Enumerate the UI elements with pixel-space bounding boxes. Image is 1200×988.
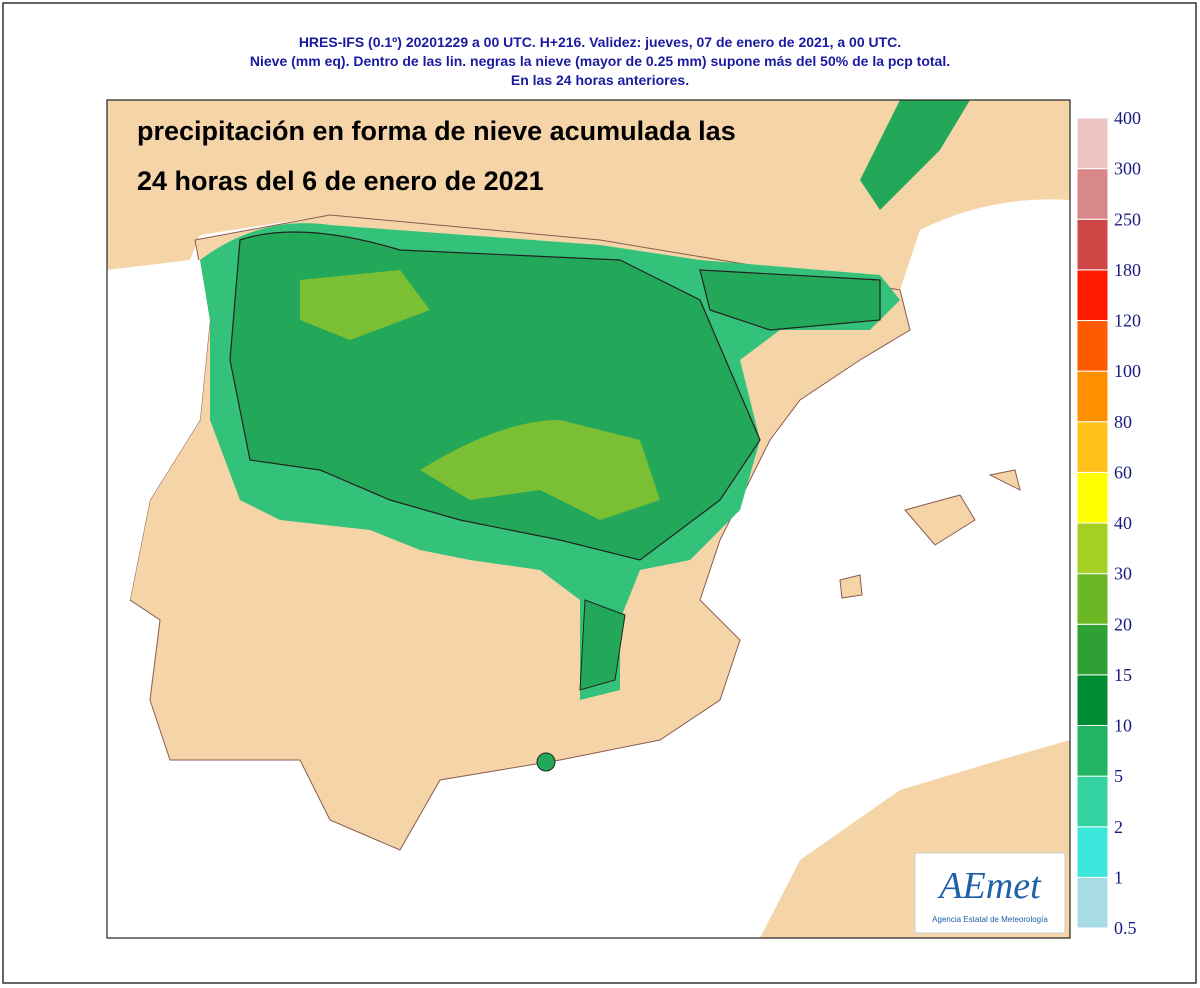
legend-label: 300 xyxy=(1114,159,1141,179)
legend-swatch xyxy=(1076,573,1109,625)
map xyxy=(106,99,1071,939)
logo-subtitle: Agencia Estatal de Meteorología xyxy=(932,915,1048,924)
overlay-title: 24 horas del 6 de enero de 2021 xyxy=(137,166,544,196)
legend-swatch xyxy=(1076,370,1109,423)
sierra-nevada-snow xyxy=(536,752,556,772)
alps-snow xyxy=(860,100,970,210)
france-land xyxy=(107,100,1070,290)
legend-swatch xyxy=(1076,218,1109,271)
legend-swatch xyxy=(1076,775,1109,828)
legend-swatch xyxy=(1076,522,1109,575)
atlantic xyxy=(107,260,210,600)
legend: 0.5 1 2 5 10 15 20 30 40 60 80 100 120 180 250 300 400 xyxy=(1076,108,1141,938)
logo-box xyxy=(914,852,1066,934)
balearic-islands xyxy=(839,469,1021,599)
header-line: Nieve (mm eq). Dentro de las lin. negras… xyxy=(249,53,951,69)
legend-label: 1 xyxy=(1114,867,1123,887)
legend-label: 60 xyxy=(1114,462,1132,482)
snow-max xyxy=(300,270,660,520)
legend-label: 400 xyxy=(1114,108,1141,128)
pyrenees-snow xyxy=(699,269,881,331)
legend-label: 40 xyxy=(1114,513,1132,533)
sierra-snow xyxy=(579,599,626,691)
legend-label: 120 xyxy=(1114,311,1141,331)
logo-name: AEmet xyxy=(936,865,1042,907)
legend-swatch xyxy=(1076,876,1109,929)
legend-label: 20 xyxy=(1114,614,1132,634)
legend-swatch xyxy=(1076,471,1109,524)
legend-swatch xyxy=(1076,421,1109,473)
legend-swatch xyxy=(1076,117,1109,170)
legend-label: 5 xyxy=(1114,766,1123,786)
map-frame xyxy=(106,99,1071,939)
header-line: En las 24 horas anteriores. xyxy=(510,72,690,88)
overlay-title: precipitación en forma de nieve acumulad… xyxy=(137,116,736,146)
legend-label: 10 xyxy=(1114,716,1132,736)
legend-label: 30 xyxy=(1114,564,1132,584)
legend-label: 80 xyxy=(1114,412,1132,432)
legend-swatch xyxy=(1076,168,1109,220)
legend-label: 250 xyxy=(1114,209,1141,229)
header-line: HRES-IFS (0.1º) 20201229 a 00 UTC. H+216… xyxy=(298,34,902,50)
legend-label: 180 xyxy=(1114,260,1141,280)
legend-swatch xyxy=(1076,674,1109,726)
legend-swatch xyxy=(1076,826,1109,878)
legend-label: 15 xyxy=(1114,665,1132,685)
legend-swatch xyxy=(1076,623,1109,676)
legend-label: 100 xyxy=(1114,361,1141,381)
legend-swatch xyxy=(1076,269,1109,321)
legend-swatch xyxy=(1076,320,1109,372)
legend-swatch xyxy=(1076,725,1109,777)
legend-label: 0.5 xyxy=(1114,918,1137,938)
legend-label: 2 xyxy=(1114,817,1123,837)
